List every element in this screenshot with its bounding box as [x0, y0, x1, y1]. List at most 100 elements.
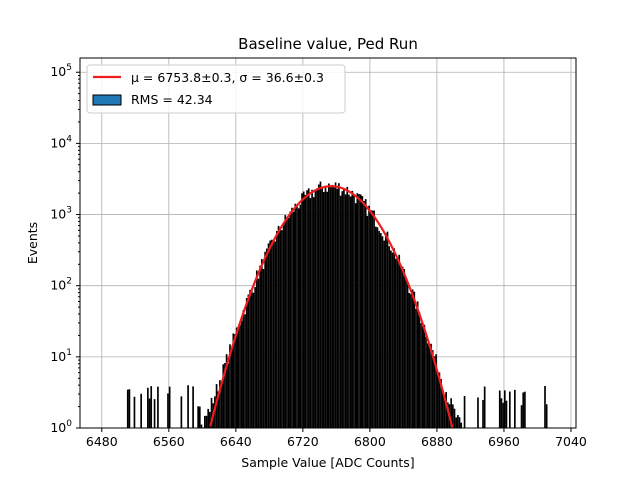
histogram-bar: [331, 184, 334, 428]
histogram-bar: [420, 323, 422, 428]
histogram-bar: [353, 195, 355, 428]
histogram-bar: [260, 259, 263, 428]
histogram-bar: [413, 291, 416, 428]
histogram-bar: [428, 344, 431, 428]
x-tick-label: 7040: [555, 434, 587, 449]
histogram-bar: [379, 233, 382, 428]
histogram-bar: [393, 248, 396, 428]
histogram-bar: [153, 399, 156, 428]
histogram-bar: [522, 392, 525, 428]
histogram-bar: [433, 356, 436, 428]
histogram-bar: [197, 406, 199, 428]
histogram-bar: [376, 227, 379, 428]
histogram-bar: [249, 289, 251, 428]
histogram-bar: [289, 211, 292, 428]
histogram-bar: [286, 217, 288, 428]
histogram-bar: [500, 398, 503, 428]
histogram-bar: [395, 258, 397, 428]
histogram-bar: [368, 205, 370, 428]
histogram-bar: [348, 194, 350, 428]
histogram-bar: [187, 385, 189, 428]
histogram-bar: [252, 292, 255, 428]
histogram-bar: [257, 278, 260, 428]
histogram-bar: [388, 246, 390, 428]
histogram-bar: [255, 270, 258, 428]
histogram-bar: [450, 398, 452, 428]
histogram-bar: [415, 308, 417, 428]
histogram-bar: [438, 372, 441, 428]
histogram-bar: [232, 333, 235, 428]
histogram-bar: [150, 386, 153, 428]
histogram-bar: [457, 415, 459, 428]
histogram-bar: [198, 406, 201, 428]
histogram-bar: [458, 417, 461, 428]
histogram-bar: [247, 294, 250, 428]
histogram-bar: [498, 390, 501, 428]
histogram-bar: [333, 185, 335, 428]
histogram-bar: [254, 287, 256, 428]
histogram-bar: [503, 390, 506, 428]
histogram-bar: [267, 243, 270, 428]
histogram-bar: [369, 210, 372, 428]
histogram-bar: [359, 194, 362, 428]
histogram-bar: [383, 240, 385, 428]
x-axis-ticks: 6480 6560 6640 6720 6800 6880 6960 7040: [86, 428, 587, 449]
x-axis-label: Sample Value [ADC Counts]: [241, 455, 414, 470]
histogram-bar: [230, 350, 233, 428]
y-axis-label: Events: [25, 222, 40, 264]
legend-hist-label: RMS = 42.34: [131, 92, 213, 107]
histogram-bar: [453, 408, 456, 428]
histogram-bar: [341, 191, 344, 428]
histogram-bar: [304, 194, 307, 428]
legend-box: [86, 64, 346, 114]
histogram-bar: [209, 411, 211, 428]
histogram-bar: [281, 230, 283, 428]
histogram-bar: [316, 188, 318, 428]
histogram-bar: [291, 207, 293, 428]
histogram-bar: [227, 363, 230, 428]
histogram-bar: [505, 400, 508, 428]
histogram-bar: [416, 301, 419, 428]
y-tick-label: 103: [50, 206, 72, 222]
y-tick-label: 101: [50, 348, 72, 364]
histogram-bar: [311, 189, 313, 428]
histogram-bar: [351, 190, 354, 428]
histogram-bar: [408, 293, 411, 428]
histogram-bar: [239, 325, 241, 428]
histogram-bar: [386, 231, 389, 428]
histogram-bar: [244, 314, 246, 428]
chart-title: Baseline value, Ped Run: [238, 35, 418, 53]
histogram-bar: [463, 396, 466, 428]
histogram-bar: [354, 203, 357, 428]
histogram-bar: [524, 391, 526, 428]
histogram-bar: [502, 402, 504, 428]
histogram-bar: [426, 343, 429, 428]
fit-curve: [209, 185, 454, 428]
histogram-bar: [361, 196, 364, 428]
histogram-bar: [358, 194, 360, 428]
histogram-bar: [312, 197, 315, 428]
histogram-bar: [229, 344, 231, 428]
histogram-bar: [250, 288, 253, 428]
histogram-bar: [292, 211, 295, 428]
y-tick-label: 104: [50, 134, 72, 150]
histogram-bar: [272, 241, 275, 428]
histogram-bar: [346, 186, 349, 428]
histogram-bar: [344, 194, 347, 428]
histogram-bar: [205, 415, 208, 428]
histogram-bar: [168, 386, 171, 428]
histogram-bar: [242, 310, 245, 428]
histogram-bar: [520, 405, 523, 428]
histogram-bar: [128, 389, 131, 428]
histogram-bar: [366, 215, 369, 428]
histogram-bar: [398, 254, 401, 428]
histogram-bar: [322, 192, 325, 428]
histogram-bar: [371, 210, 374, 428]
histogram-bar: [435, 354, 437, 428]
histogram-bar: [436, 373, 439, 428]
histogram-bar: [374, 226, 377, 428]
legend-fit-label: μ = 6753.8±0.3, σ = 36.6±0.3: [131, 70, 324, 85]
histogram-bar: [271, 239, 273, 428]
